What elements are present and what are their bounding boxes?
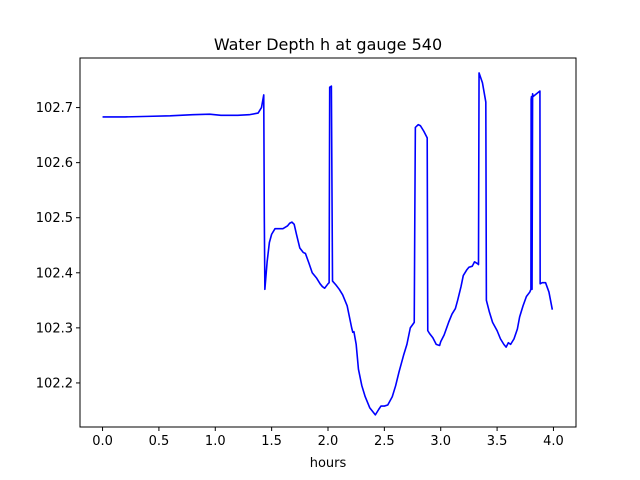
x-tick-label: 4.0 xyxy=(543,434,564,449)
y-tick-label: 102.6 xyxy=(36,156,73,171)
y-tick-label: 102.3 xyxy=(36,321,73,336)
plot-frame xyxy=(79,57,577,428)
x-tick-label: 0.5 xyxy=(149,434,170,449)
y-tick-label: 102.5 xyxy=(36,211,73,226)
x-tick-label: 1.5 xyxy=(261,434,282,449)
x-tick-label: 3.5 xyxy=(487,434,508,449)
y-tick-label: 102.7 xyxy=(36,101,73,116)
y-tick-label: 102.4 xyxy=(36,266,73,281)
x-tick-label: 1.0 xyxy=(205,434,226,449)
x-tick-label: 3.0 xyxy=(430,434,451,449)
x-tick-label: 2.5 xyxy=(374,434,395,449)
axis-ticks: 0.0 0.5 1.0 1.5 2.0 2.5 3.0 3.5 4.0 102.2 102.3 102… xyxy=(36,101,564,449)
x-axis-label: hours xyxy=(310,456,347,471)
x-tick-label: 2.0 xyxy=(318,434,339,449)
y-tick-label: 102.2 xyxy=(36,376,73,391)
chart-title: Water Depth h at gauge 540 xyxy=(214,35,442,54)
series-line xyxy=(102,72,554,416)
x-tick-label: 0.0 xyxy=(92,434,113,449)
plot-content xyxy=(102,72,554,416)
